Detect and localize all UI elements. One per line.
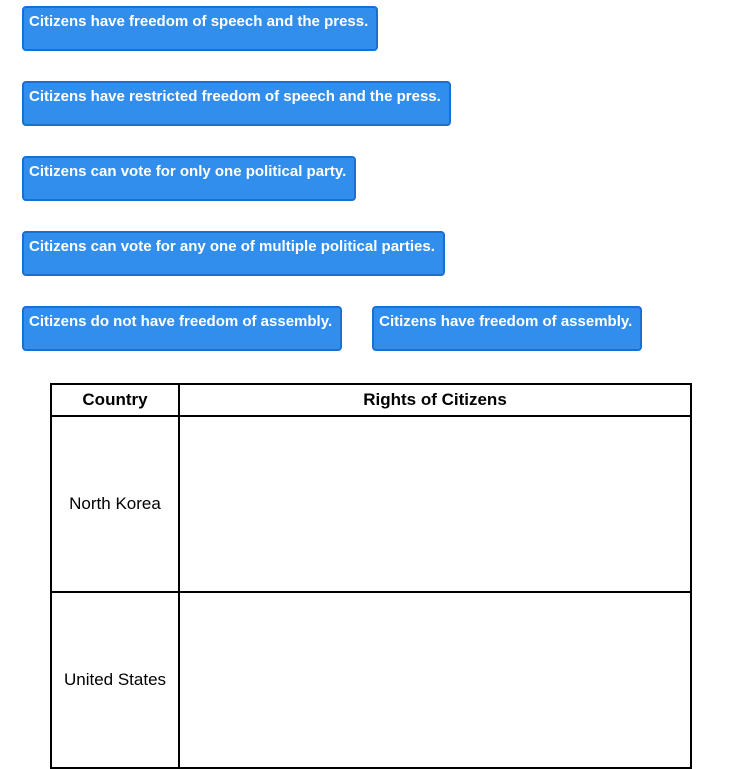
rights-table: Country Rights of Citizens North Korea U…	[50, 383, 692, 769]
option-row: Citizens can vote for only one political…	[22, 156, 726, 201]
option-restricted-speech[interactable]: Citizens have restricted freedom of spee…	[22, 81, 451, 126]
header-country: Country	[51, 384, 179, 416]
table-row: United States	[51, 592, 691, 768]
cell-country-north-korea: North Korea	[51, 416, 179, 592]
table-row: North Korea	[51, 416, 691, 592]
option-multiple-parties[interactable]: Citizens can vote for any one of multipl…	[22, 231, 445, 276]
table-header-row: Country Rights of Citizens	[51, 384, 691, 416]
drop-target-united-states[interactable]	[179, 592, 691, 768]
option-no-assembly[interactable]: Citizens do not have freedom of assembly…	[22, 306, 342, 351]
header-rights: Rights of Citizens	[179, 384, 691, 416]
option-row: Citizens have freedom of speech and the …	[22, 6, 726, 51]
option-row: Citizens have restricted freedom of spee…	[22, 81, 726, 126]
option-one-party[interactable]: Citizens can vote for only one political…	[22, 156, 356, 201]
option-row: Citizens can vote for any one of multipl…	[22, 231, 726, 276]
drop-target-north-korea[interactable]	[179, 416, 691, 592]
option-freedom-speech[interactable]: Citizens have freedom of speech and the …	[22, 6, 378, 51]
option-freedom-assembly[interactable]: Citizens have freedom of assembly.	[372, 306, 642, 351]
cell-country-united-states: United States	[51, 592, 179, 768]
answer-table-container: Country Rights of Citizens North Korea U…	[0, 381, 748, 769]
draggable-options-area: Citizens have freedom of speech and the …	[0, 0, 748, 351]
option-row: Citizens do not have freedom of assembly…	[22, 306, 726, 351]
